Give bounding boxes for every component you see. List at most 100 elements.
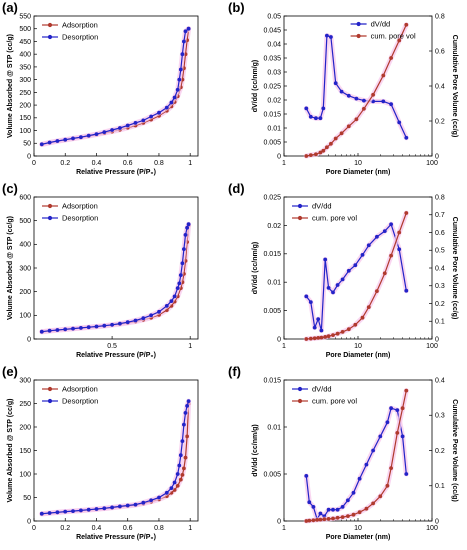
x-tick-label: 0	[32, 160, 36, 167]
data-point	[172, 480, 177, 485]
data-point	[316, 317, 321, 321]
data-point	[177, 77, 182, 82]
x-axis-label: Pore Diameter (nm)	[326, 169, 391, 176]
data-point	[389, 102, 393, 107]
x-tick-label: 0.2	[60, 160, 70, 167]
data-point	[311, 518, 316, 523]
y-tick-label: 0.015	[263, 111, 281, 118]
data-point	[389, 253, 393, 258]
y-tick-label: 100	[19, 471, 31, 478]
data-point	[382, 229, 387, 234]
data-point	[381, 73, 386, 78]
y-tick-label: 500	[19, 218, 31, 225]
y-axis-label: Volume Absorbed @ STP (cc/g)	[7, 34, 14, 138]
legend-swatch-marker	[47, 203, 53, 209]
y-axis-label: dV/dd (cc/nm/g)	[252, 60, 259, 113]
y-tick-label: 0	[277, 518, 281, 525]
data-point	[318, 116, 323, 121]
data-point	[314, 152, 318, 157]
legend-label: dV/dd	[312, 385, 332, 394]
y2-tick-label: 0	[435, 336, 439, 343]
y-tick-label: 0.01	[267, 424, 281, 431]
x-tick-label: 1	[282, 525, 286, 532]
series-dv-dd	[303, 33, 409, 141]
legend-swatch-marker	[297, 398, 303, 404]
y-tick-label: 500	[19, 26, 31, 33]
data-point	[157, 495, 161, 500]
y-tick-label: 0.04	[267, 41, 281, 48]
series-cum-pore-vol	[303, 388, 409, 524]
y-tick-label: 400	[19, 242, 31, 249]
legend-label: cum. pore vol	[312, 214, 357, 223]
data-point	[404, 388, 409, 393]
x-tick-label: 0.8	[154, 160, 164, 167]
data-point	[326, 334, 331, 339]
data-point	[185, 404, 190, 408]
data-point	[339, 131, 344, 136]
series-glow	[39, 26, 192, 147]
x-tick-label: 0.5	[107, 343, 117, 350]
y2-tick-label: 0.8	[435, 13, 445, 20]
data-point	[308, 114, 313, 119]
data-point	[326, 517, 331, 521]
data-point	[400, 406, 405, 411]
data-point	[378, 434, 383, 439]
data-point	[318, 517, 323, 522]
y-tick-label: 250	[19, 90, 31, 97]
data-point	[169, 486, 174, 490]
series-dv-dd	[303, 221, 409, 333]
data-point	[333, 81, 338, 86]
series-line	[306, 24, 407, 157]
data-point	[178, 67, 183, 72]
data-point	[346, 514, 350, 518]
data-point	[110, 322, 114, 327]
y-tick-label: 0.01	[267, 125, 281, 132]
y-tick-label: 350	[19, 64, 31, 71]
data-point	[94, 132, 99, 137]
y2-tick-label: 0.4	[435, 377, 445, 384]
data-point	[177, 281, 182, 286]
data-point	[185, 225, 190, 230]
y2-tick-label: 0.6	[435, 48, 445, 55]
data-point	[186, 399, 191, 403]
x-tick-label: 0	[32, 525, 36, 532]
x-axis-label: Relative Pressure (P/P₀)	[76, 534, 156, 541]
panel-label-f: (f)	[228, 364, 241, 379]
y-tick-label: 0.02	[267, 223, 281, 230]
data-point	[397, 230, 402, 235]
y-tick-label: 50	[23, 141, 31, 148]
data-point	[346, 93, 351, 98]
data-point	[315, 518, 319, 522]
data-point	[71, 509, 75, 513]
x-axis-label: Relative Pressure (P/P₀)	[76, 169, 156, 176]
x-tick-label: 0.6	[123, 160, 133, 167]
data-point	[125, 123, 130, 128]
data-point	[102, 323, 107, 328]
y-tick-label: 300	[19, 377, 31, 384]
legend-swatch-marker	[356, 33, 361, 39]
legend-label: cum. pore vol	[312, 397, 357, 406]
legend: dV/dd cum. pore vol	[350, 20, 416, 41]
data-point	[346, 327, 351, 332]
y2-tick-label: 0.4	[435, 83, 445, 90]
legend-label: Desorption	[62, 33, 98, 42]
data-point	[357, 476, 362, 481]
data-point	[340, 277, 345, 282]
y-tick-label: 200	[19, 102, 31, 109]
x-tick-label: 100	[426, 525, 438, 532]
data-point	[311, 505, 316, 509]
data-point	[360, 253, 365, 257]
chart-panel-f: (f)1 10 10000.0050.010.01500.10.20.30.4Por…	[228, 364, 458, 541]
data-point	[133, 318, 138, 323]
x-tick-label: 0.2	[60, 525, 70, 532]
y-tick-label: 0	[277, 153, 281, 160]
data-point	[39, 511, 44, 516]
data-point	[362, 98, 366, 103]
x-tick-label: 0.6	[123, 525, 133, 532]
y-tick-label: 250	[19, 401, 31, 408]
data-point	[400, 434, 405, 439]
series-line	[41, 223, 190, 333]
data-point	[404, 472, 409, 476]
legend-swatch-marker	[297, 215, 303, 221]
data-point	[395, 408, 400, 412]
